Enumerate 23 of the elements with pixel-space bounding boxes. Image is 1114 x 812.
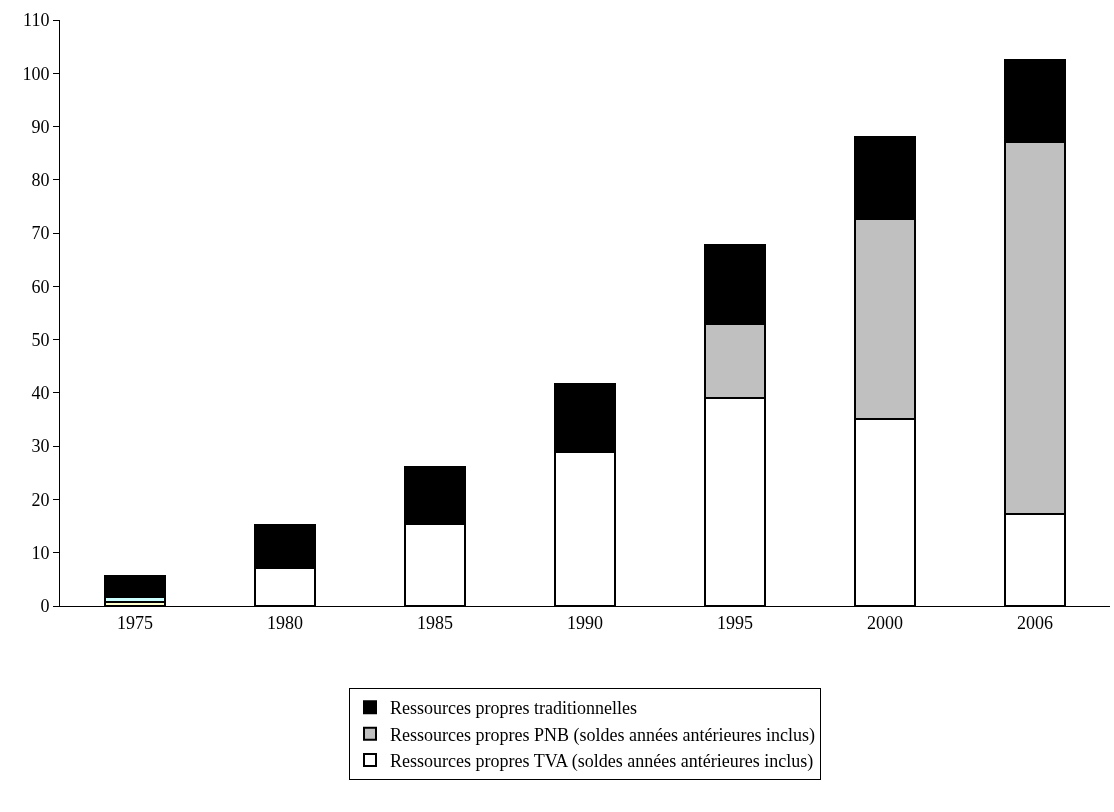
y-tick-label: 10	[31, 543, 50, 564]
y-tick-label: 40	[31, 383, 50, 404]
y-tick-label: 30	[31, 436, 50, 457]
x-tick-label: 1980	[267, 612, 303, 633]
legend-label: Ressources propres PNB (soldes années antérieures inclus)	[390, 724, 815, 746]
y-tick-label: 70	[31, 223, 50, 244]
y-tick-label: 0	[40, 596, 50, 617]
y-tick-label: 80	[31, 170, 50, 191]
y-tick-label: 20	[31, 489, 50, 510]
x-tick-label: 1990	[567, 612, 603, 633]
y-tick-label: 110	[23, 10, 50, 31]
y-tick-label: 100	[22, 63, 50, 84]
y-tick-label: 60	[31, 276, 50, 297]
x-tick-label: 1975	[117, 612, 153, 633]
legend-label: Ressources propres traditionnelles	[390, 698, 637, 719]
x-tick-label: 2006	[1017, 612, 1053, 633]
x-tick-label: 2000	[867, 612, 903, 633]
y-tick-label: 50	[31, 329, 50, 350]
legend-label: Ressources propres TVA (soldes années antérieures inclus)	[390, 751, 814, 773]
y-tick-label: 90	[31, 116, 50, 137]
x-tick-label: 1985	[417, 612, 453, 633]
bar	[104, 575, 166, 599]
x-tick-label: 1995	[717, 612, 753, 633]
